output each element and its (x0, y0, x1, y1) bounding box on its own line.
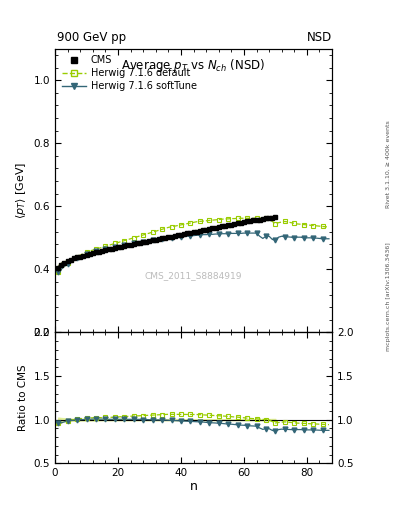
Text: Rivet 3.1.10, ≥ 400k events: Rivet 3.1.10, ≥ 400k events (386, 120, 391, 208)
Y-axis label: $\langle p_T \rangle$ [GeV]: $\langle p_T \rangle$ [GeV] (14, 162, 28, 219)
Text: Average $p_T$ vs $N_{ch}$ (NSD): Average $p_T$ vs $N_{ch}$ (NSD) (121, 57, 266, 74)
Text: 900 GeV pp: 900 GeV pp (57, 31, 126, 44)
Text: CMS_2011_S8884919: CMS_2011_S8884919 (145, 271, 242, 280)
Legend: CMS, Herwig 7.1.6 default, Herwig 7.1.6 softTune: CMS, Herwig 7.1.6 default, Herwig 7.1.6 … (60, 53, 199, 93)
Text: NSD: NSD (307, 31, 332, 44)
X-axis label: n: n (189, 480, 198, 493)
Y-axis label: Ratio to CMS: Ratio to CMS (18, 365, 28, 431)
Text: mcplots.cern.ch [arXiv:1306.3436]: mcplots.cern.ch [arXiv:1306.3436] (386, 243, 391, 351)
